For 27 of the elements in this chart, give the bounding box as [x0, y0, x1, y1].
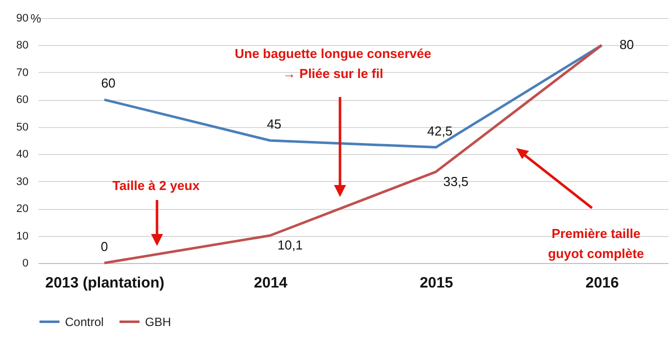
- data-label: 80: [619, 37, 634, 52]
- legend-label: Control: [65, 314, 104, 329]
- x-tick-label: 2015: [420, 274, 454, 292]
- x-tick-label: 2016: [585, 274, 619, 292]
- data-label: 0: [100, 239, 108, 254]
- y-tick-label: 40: [16, 148, 28, 161]
- data-label: 60: [101, 76, 116, 91]
- y-tick-label: 90: [16, 12, 28, 24]
- data-label: 33,5: [443, 174, 469, 189]
- data-label: 42,5: [427, 123, 453, 138]
- data-label: 45: [266, 116, 282, 132]
- y-tick-label: 70: [16, 66, 28, 79]
- y-tick-label: 10: [16, 230, 28, 242]
- x-tick-label: 2014: [254, 274, 288, 292]
- annotation: Première taille guyot complète: [548, 226, 644, 261]
- legend-label: GBH: [145, 314, 172, 329]
- y-tick-label: 80: [16, 40, 28, 52]
- y-tick-label: 30: [16, 176, 28, 188]
- data-label: 10,1: [277, 238, 303, 253]
- y-tick-label: 20: [16, 203, 28, 216]
- y-tick-label: 50: [16, 121, 28, 134]
- annotation: Taille à 2 yeux: [112, 178, 200, 193]
- annotation: Une baguette longue conservée → Pliée sur le fil: [234, 46, 432, 81]
- y-tick-label: 0: [22, 258, 28, 270]
- x-tick-label: 2013 (plantation): [45, 274, 164, 292]
- y-tick-label: 60: [16, 94, 28, 106]
- y-axis-title: %: [30, 12, 42, 26]
